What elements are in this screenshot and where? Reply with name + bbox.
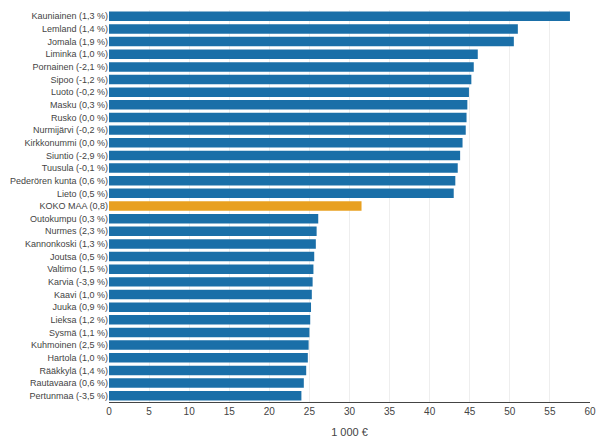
svg-text:0: 0 xyxy=(106,406,112,417)
svg-text:Nurmes (2,3 %): Nurmes (2,3 %) xyxy=(45,226,108,236)
svg-text:Rusko (0,0 %): Rusko (0,0 %) xyxy=(51,113,108,123)
svg-text:Lemland (1,4 %): Lemland (1,4 %) xyxy=(42,24,108,34)
svg-text:Outokumpu (0,3 %): Outokumpu (0,3 %) xyxy=(30,214,108,224)
svg-text:Rääkkylä (1,4 %): Rääkkylä (1,4 %) xyxy=(39,366,108,376)
svg-text:Juuka (0,9 %): Juuka (0,9 %) xyxy=(52,302,108,312)
svg-text:Jomala (1,9 %): Jomala (1,9 %) xyxy=(47,37,108,47)
svg-text:Joutsa (0,5 %): Joutsa (0,5 %) xyxy=(50,252,108,262)
svg-text:Pederören kunta (0,6 %): Pederören kunta (0,6 %) xyxy=(10,176,108,186)
svg-text:10: 10 xyxy=(184,406,196,417)
svg-text:Luoto (-0,2 %): Luoto (-0,2 %) xyxy=(51,87,108,97)
svg-text:Kauniainen (1,3 %): Kauniainen (1,3 %) xyxy=(31,11,108,21)
svg-text:20: 20 xyxy=(264,406,276,417)
svg-text:Lieto (0,5 %): Lieto (0,5 %) xyxy=(57,189,108,199)
svg-text:Kirkkonummi (0,0 %): Kirkkonummi (0,0 %) xyxy=(24,138,108,148)
svg-text:Valtimo (1,5 %): Valtimo (1,5 %) xyxy=(47,264,108,274)
svg-text:15: 15 xyxy=(224,406,236,417)
svg-text:55: 55 xyxy=(544,406,556,417)
svg-text:Sipoo (-1,2 %): Sipoo (-1,2 %) xyxy=(50,75,108,85)
svg-text:Lieksa (1,2 %): Lieksa (1,2 %) xyxy=(50,315,108,325)
svg-text:Hartola (1,0 %): Hartola (1,0 %) xyxy=(47,353,108,363)
svg-text:Tuusula (-0,1 %): Tuusula (-0,1 %) xyxy=(42,163,108,173)
svg-text:25: 25 xyxy=(304,406,316,417)
svg-text:50: 50 xyxy=(504,406,516,417)
svg-text:35: 35 xyxy=(384,406,396,417)
svg-text:KOKO MAA (0,8): KOKO MAA (0,8) xyxy=(39,201,108,211)
svg-text:Kaavi (1,0 %): Kaavi (1,0 %) xyxy=(54,290,108,300)
svg-text:45: 45 xyxy=(464,406,476,417)
svg-text:Sysmä (1,1 %): Sysmä (1,1 %) xyxy=(49,328,108,338)
svg-text:5: 5 xyxy=(146,406,152,417)
svg-text:Rautavaara (0,6 %): Rautavaara (0,6 %) xyxy=(30,378,108,388)
svg-text:Siuntio (-2,9 %): Siuntio (-2,9 %) xyxy=(46,151,108,161)
svg-text:30: 30 xyxy=(344,406,356,417)
svg-text:Kuhmoinen (2,5 %): Kuhmoinen (2,5 %) xyxy=(31,340,108,350)
svg-text:Pornainen (-2,1 %): Pornainen (-2,1 %) xyxy=(32,62,108,72)
svg-text:60: 60 xyxy=(584,406,596,417)
svg-text:Nurmijärvi (-0,2 %): Nurmijärvi (-0,2 %) xyxy=(33,125,108,135)
svg-text:Liminka (1,0 %): Liminka (1,0 %) xyxy=(45,49,108,59)
svg-text:Kannonkoski (1,3 %): Kannonkoski (1,3 %) xyxy=(25,239,108,249)
svg-text:Pertunmaa (-3,5 %): Pertunmaa (-3,5 %) xyxy=(29,391,108,401)
svg-text:40: 40 xyxy=(424,406,436,417)
svg-text:Masku (0,3 %): Masku (0,3 %) xyxy=(50,100,108,110)
svg-text:Karvia (-3,9 %): Karvia (-3,9 %) xyxy=(48,277,108,287)
svg-text:1 000 €: 1 000 € xyxy=(331,426,368,438)
